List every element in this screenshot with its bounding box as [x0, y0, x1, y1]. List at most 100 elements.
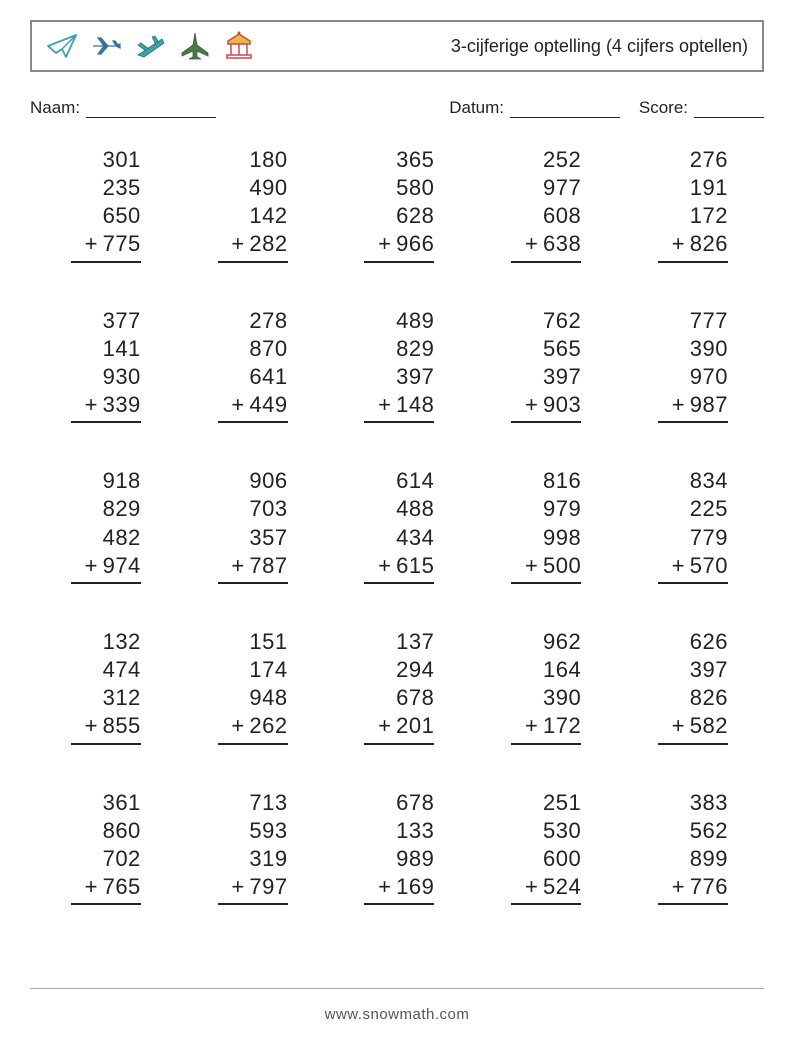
plus-sign: +: [525, 391, 538, 419]
addend-value: 397: [690, 656, 728, 684]
addend-value: 276: [690, 146, 728, 174]
problem: 278870641+449: [177, 307, 324, 424]
final-addend: +987: [690, 391, 728, 419]
plus-sign: +: [378, 230, 391, 258]
name-field: Naam:: [30, 98, 449, 118]
problem: 489829397+148: [324, 307, 471, 424]
carousel-icon: [222, 31, 256, 61]
addend-value: 319: [249, 845, 287, 873]
addend-value: 225: [690, 495, 728, 523]
addend-value: 970: [690, 363, 728, 391]
score-field: Score:: [639, 98, 764, 118]
header-box: 3-cijferige optelling (4 cijfers optelle…: [30, 20, 764, 72]
final-addend: +570: [690, 552, 728, 580]
sum-line: [658, 421, 728, 423]
addend-value: 930: [103, 363, 141, 391]
addend-value: 312: [103, 684, 141, 712]
addend-value: 829: [396, 335, 434, 363]
addend-value: 626: [690, 628, 728, 656]
problem: 301235650+775: [30, 146, 177, 263]
addend-value: 918: [103, 467, 141, 495]
problem: 365580628+966: [324, 146, 471, 263]
addend-value: 301: [103, 146, 141, 174]
problems-grid: 301235650+775180490142+282365580628+9662…: [30, 146, 764, 905]
addend-value: 979: [543, 495, 581, 523]
final-addend: +282: [249, 230, 287, 258]
sum-line: [364, 261, 434, 263]
sum-line: [511, 903, 581, 905]
sum-line: [511, 261, 581, 263]
addend-value: 377: [103, 307, 141, 335]
sum-line: [71, 903, 141, 905]
sum-line: [218, 421, 288, 423]
sum-line: [658, 261, 728, 263]
final-addend: +201: [396, 712, 434, 740]
sum-line: [658, 903, 728, 905]
airliner-icon: [90, 31, 124, 61]
plus-sign: +: [525, 873, 538, 901]
final-addend: +262: [249, 712, 287, 740]
plus-sign: +: [672, 873, 685, 901]
problem: 762565397+903: [470, 307, 617, 424]
final-addend: +148: [396, 391, 434, 419]
final-addend: +339: [103, 391, 141, 419]
plus-sign: +: [231, 552, 244, 580]
fighter-jet-icon: [178, 31, 212, 61]
final-addend: +974: [103, 552, 141, 580]
final-addend: +775: [103, 230, 141, 258]
plus-sign: +: [231, 712, 244, 740]
plus-sign: +: [525, 230, 538, 258]
addend-value: 390: [543, 684, 581, 712]
addend-value: 565: [543, 335, 581, 363]
sum-line: [364, 582, 434, 584]
paper-plane-icon: [46, 31, 80, 61]
final-addend: +855: [103, 712, 141, 740]
problem: 180490142+282: [177, 146, 324, 263]
addend-value: 357: [249, 524, 287, 552]
addend-value: 702: [103, 845, 141, 873]
addend-value: 762: [543, 307, 581, 335]
addend-value: 180: [249, 146, 287, 174]
addend-value: 133: [396, 817, 434, 845]
addend-value: 989: [396, 845, 434, 873]
addend-value: 490: [249, 174, 287, 202]
addend-value: 678: [396, 684, 434, 712]
plus-sign: +: [672, 230, 685, 258]
final-addend: +169: [396, 873, 434, 901]
score-blank[interactable]: [694, 99, 764, 118]
addend-value: 390: [690, 335, 728, 363]
addend-value: 191: [690, 174, 728, 202]
addend-value: 600: [543, 845, 581, 873]
problem: 713593319+797: [177, 789, 324, 906]
problem: 361860702+765: [30, 789, 177, 906]
addend-value: 562: [690, 817, 728, 845]
final-addend: +797: [249, 873, 287, 901]
date-blank[interactable]: [510, 99, 620, 118]
plus-sign: +: [525, 552, 538, 580]
addend-value: 278: [249, 307, 287, 335]
sum-line: [511, 743, 581, 745]
problem: 678133989+169: [324, 789, 471, 906]
addend-value: 383: [690, 789, 728, 817]
problem: 276191172+826: [617, 146, 764, 263]
addend-value: 151: [249, 628, 287, 656]
name-blank[interactable]: [86, 99, 216, 118]
sum-line: [218, 743, 288, 745]
plus-sign: +: [85, 712, 98, 740]
final-addend: +638: [543, 230, 581, 258]
problem: 132474312+855: [30, 628, 177, 745]
addend-value: 361: [103, 789, 141, 817]
final-addend: +615: [396, 552, 434, 580]
addend-value: 489: [396, 307, 434, 335]
addend-value: 580: [396, 174, 434, 202]
worksheet-title: 3-cijferige optelling (4 cijfers optelle…: [451, 36, 748, 57]
addend-value: 593: [249, 817, 287, 845]
footer-divider: [30, 988, 764, 989]
final-addend: +172: [543, 712, 581, 740]
problem: 383562899+776: [617, 789, 764, 906]
plus-sign: +: [672, 712, 685, 740]
plus-sign: +: [525, 712, 538, 740]
sum-line: [658, 743, 728, 745]
plus-sign: +: [85, 873, 98, 901]
addend-value: 365: [396, 146, 434, 174]
